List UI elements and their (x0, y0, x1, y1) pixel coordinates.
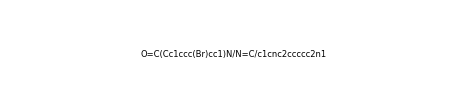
Text: O=C(Cc1ccc(Br)cc1)N/N=C/c1cnc2ccccc2n1: O=C(Cc1ccc(Br)cc1)N/N=C/c1cnc2ccccc2n1 (141, 49, 327, 59)
